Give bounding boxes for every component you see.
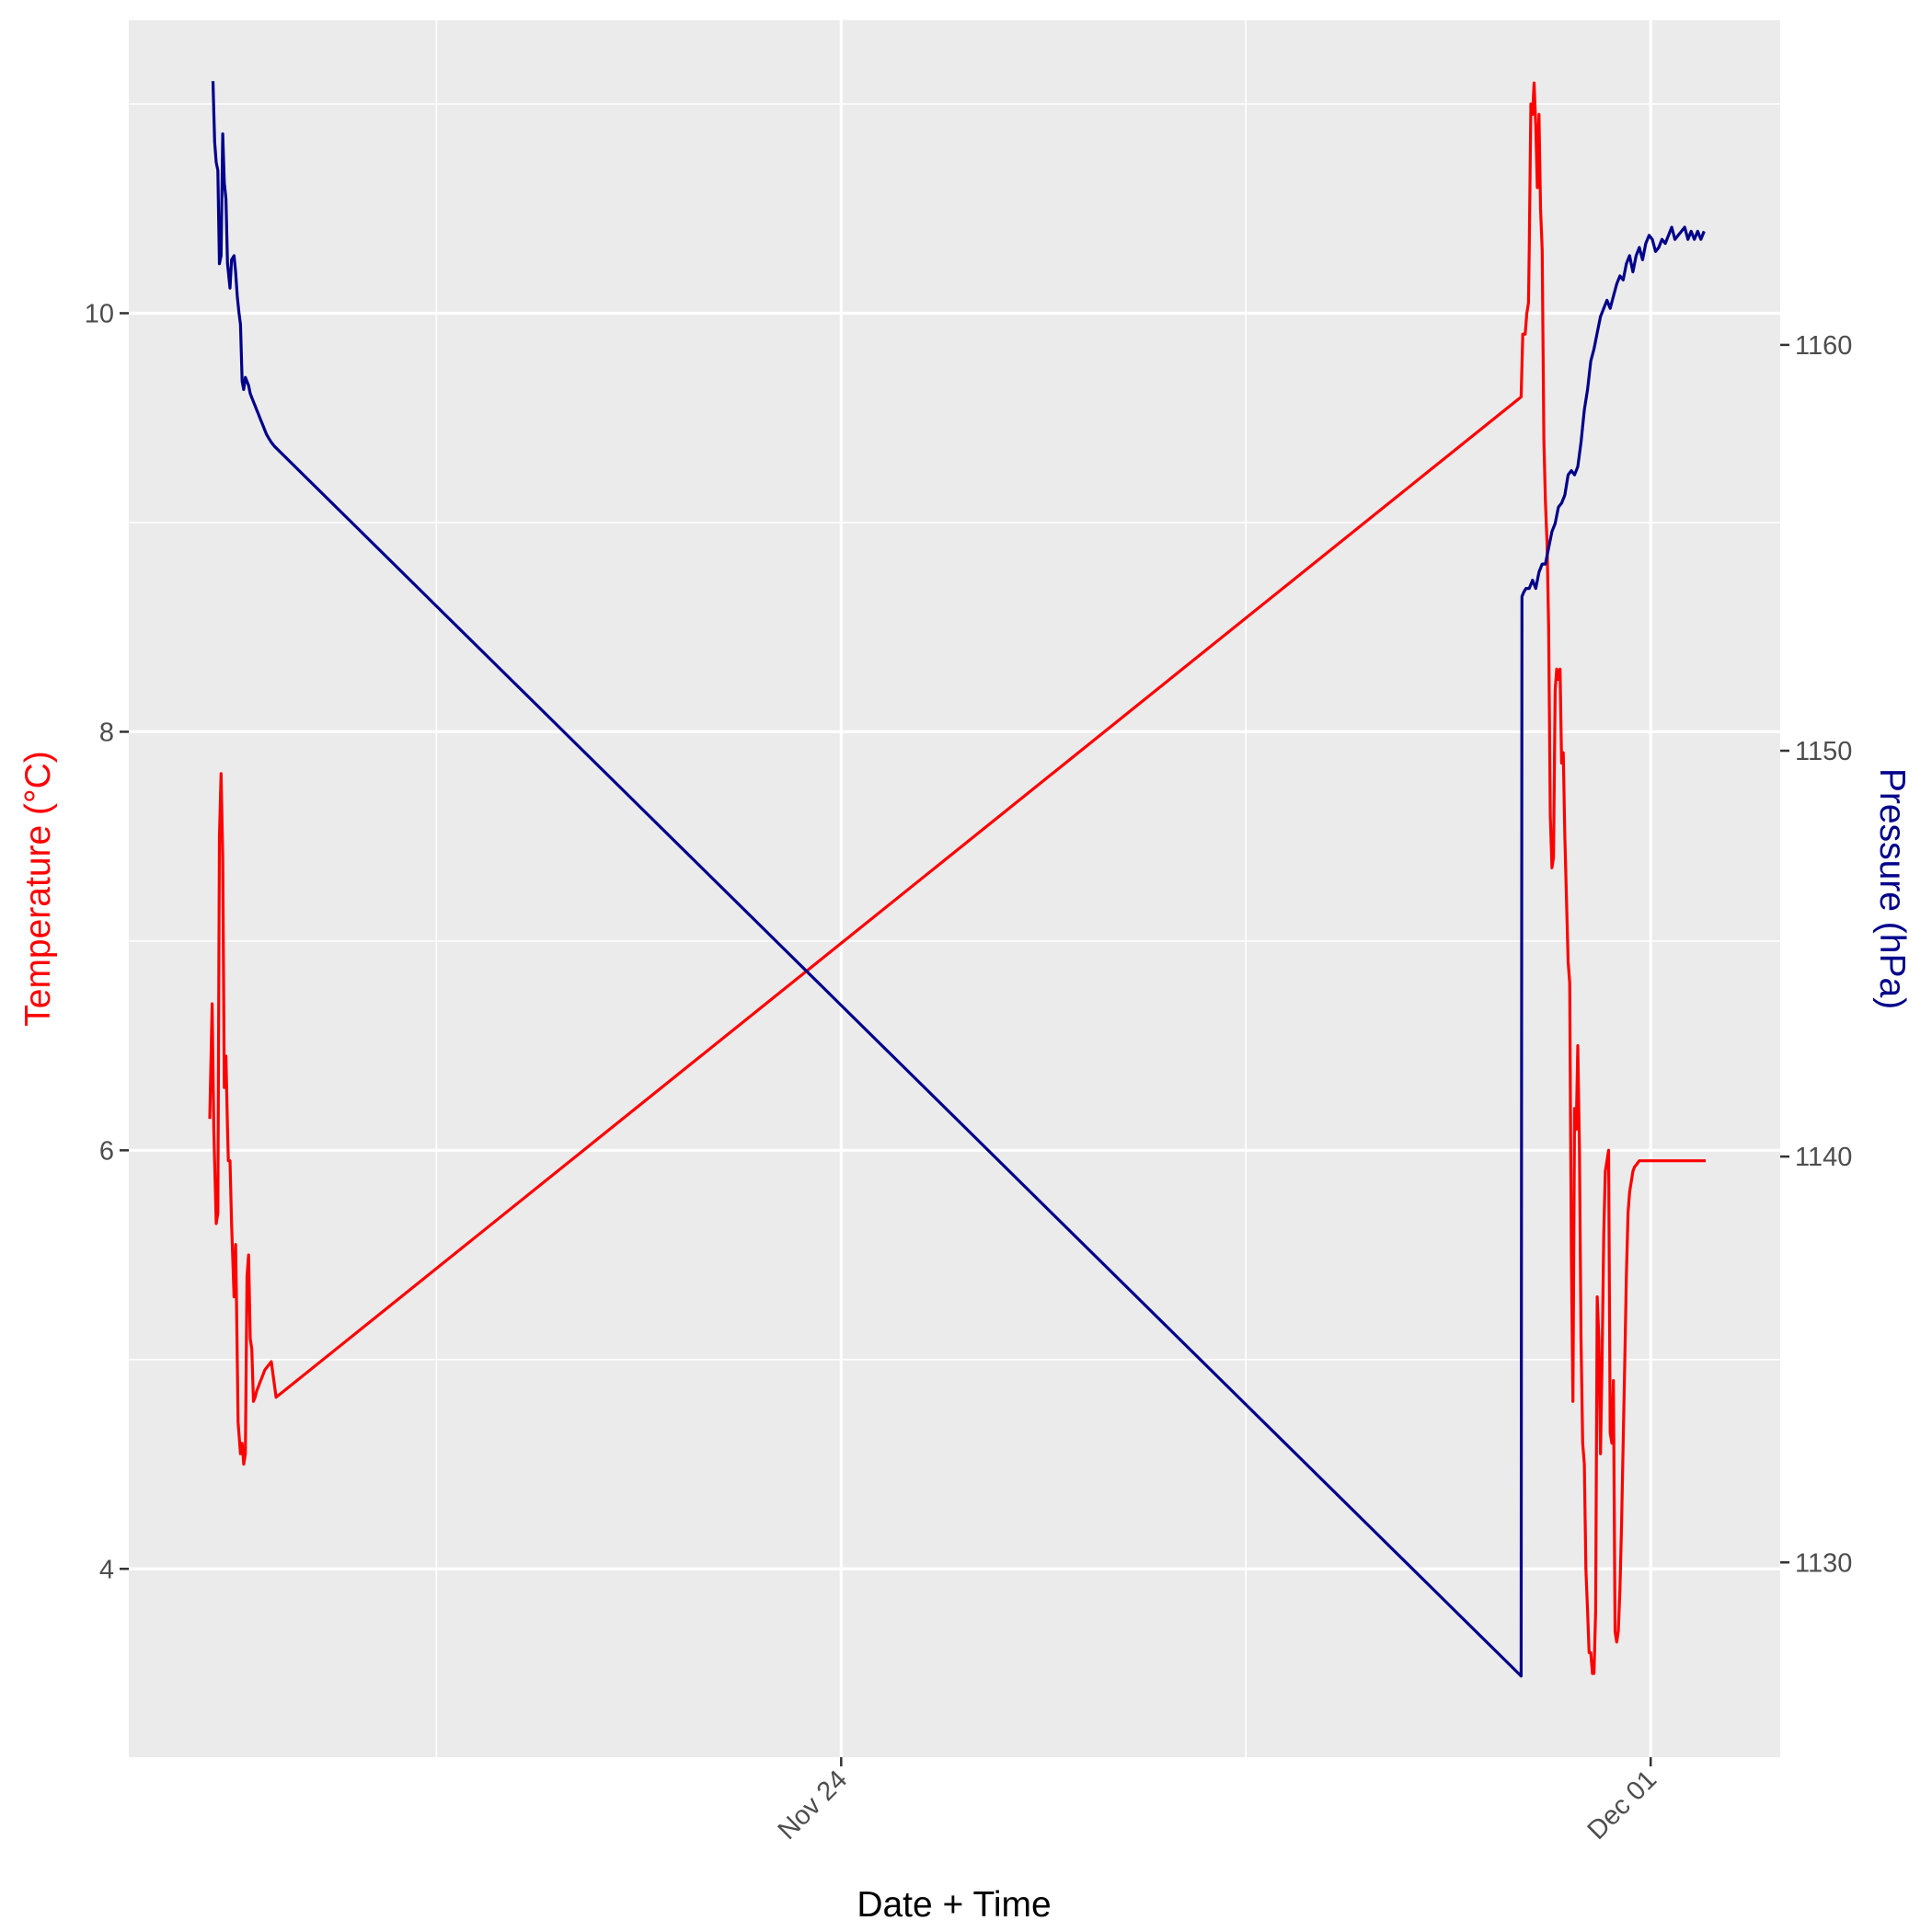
minor-gridlines — [129, 20, 1780, 1757]
y-right-tick-label: 1130 — [1795, 1548, 1852, 1578]
y-left-tick-label: 10 — [85, 299, 114, 328]
y-right-tick-label: 1150 — [1795, 737, 1852, 766]
x-tick-label: Dec 01 — [1582, 1765, 1663, 1846]
left-axis: 4 6 8 10 — [85, 299, 129, 1584]
y-left-tick-label: 8 — [99, 718, 114, 747]
y-right-axis-title: Pressure (hPa) — [1872, 768, 1912, 1009]
y-right-tick-label: 1140 — [1795, 1143, 1852, 1172]
y-left-axis-title: Temperature (°C) — [18, 751, 58, 1027]
plot-panel — [129, 20, 1780, 1757]
major-gridlines — [129, 20, 1780, 1757]
y-right-tick-label: 1160 — [1795, 331, 1852, 361]
right-axis: 1130 1140 1150 1160 — [1780, 331, 1852, 1578]
x-tick-label: Nov 24 — [773, 1765, 854, 1846]
series-layer — [208, 81, 1706, 1678]
y-left-tick-label: 6 — [99, 1136, 114, 1166]
series-line-pressure — [211, 81, 1706, 1678]
bottom-axis: Nov 24 Dec 01 — [773, 1757, 1663, 1846]
y-left-tick-label: 4 — [99, 1555, 114, 1584]
series-line-temperature — [208, 81, 1706, 1675]
x-axis-title: Date + Time — [857, 1885, 1051, 1925]
